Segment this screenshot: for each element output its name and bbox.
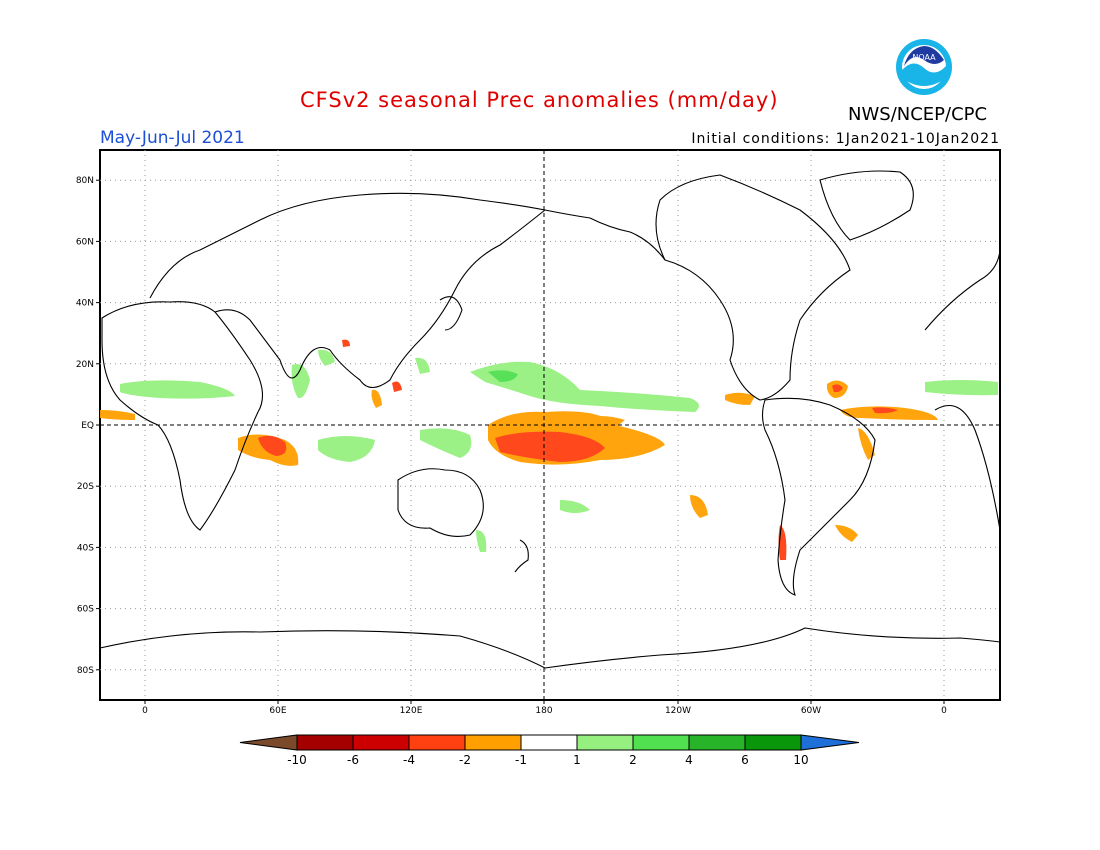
wet-anomaly-africa-sahel: [120, 380, 235, 399]
coast-australia: [397, 468, 484, 537]
initial-conditions-label: Initial conditions: 1Jan2021-10Jan2021: [691, 131, 1000, 147]
colorbar-box: [352, 734, 410, 751]
lon-tick-label: 120E: [400, 706, 423, 716]
coast-europe-right: [924, 249, 1001, 331]
noaa-logo: NOAA: [896, 39, 952, 95]
colorbar-label: -4: [403, 753, 415, 767]
colorbar-box: [296, 734, 354, 751]
colorbar-label: 4: [685, 753, 693, 767]
colorbar-label: 10: [793, 753, 808, 767]
wet-anomaly-west-pacific-inner: [488, 370, 518, 382]
dry-anomaly-indochina: [371, 389, 382, 408]
colorbar-label: 1: [573, 753, 581, 767]
colorbar-box: [744, 734, 802, 751]
wet-anomaly-arabian-sea: [291, 364, 310, 399]
coast-south-america: [761, 397, 876, 596]
strong-dry-anomaly-caribbean: [832, 384, 843, 393]
strong-dry-anomaly-central-pacific: [495, 431, 605, 462]
colorbar-box: [408, 734, 466, 751]
coast-greenland: [819, 170, 914, 241]
dry-anomaly-bay-of-bengal: [342, 339, 350, 347]
wet-anomaly-new-zealand: [476, 530, 487, 552]
lat-tick-label: 40S: [77, 543, 94, 553]
lat-tick-label: 80S: [77, 666, 94, 676]
logo-text: NOAA: [912, 53, 936, 62]
colorbar-box: [576, 734, 634, 751]
colorbar-box: [688, 734, 746, 751]
wet-anomaly-atlantic-north: [925, 380, 998, 396]
coast-japan: [439, 296, 463, 331]
wet-anomaly-philippines: [415, 357, 430, 374]
coast-new-zealand: [514, 539, 529, 573]
lat-tick-label: EQ: [81, 421, 94, 431]
lon-tick-label: 60W: [801, 706, 821, 716]
wet-anomaly-indian-ocean-south: [318, 436, 375, 462]
lon-tick-label: 180: [535, 706, 552, 716]
lon-tick-label: 0: [941, 706, 947, 716]
coastlines: [99, 170, 1001, 669]
coast-north-america: [655, 174, 851, 401]
colorbar-box: [464, 734, 522, 751]
coast-africa: [101, 301, 264, 531]
colorbar-label: -1: [515, 753, 527, 767]
coast-europe-asia: [149, 192, 666, 389]
colorbar-label: 2: [629, 753, 637, 767]
wet-anomaly-bay-of-bengal: [318, 349, 335, 366]
season-label: May-Jun-Jul 2021: [100, 128, 245, 148]
lon-tick-label: 120W: [665, 706, 691, 716]
colorbar-arrow-left: [239, 734, 298, 751]
colorbar-label: 6: [741, 753, 749, 767]
lon-tick-label: 60E: [269, 706, 286, 716]
coast-africa-right: [934, 405, 1001, 531]
coast-antarctica: [99, 627, 1001, 669]
colorbar-box: [520, 734, 578, 751]
chart-title: CFSv2 seasonal Prec anomalies (mm/day): [300, 88, 779, 112]
lat-tick-label: 60S: [77, 605, 94, 615]
dry-anomaly-south-china-sea: [392, 381, 402, 392]
dry-anomaly-east-pacific: [725, 392, 755, 405]
lat-tick-label: 60N: [76, 237, 94, 247]
strong-dry-anomaly-indian-ocean: [258, 435, 287, 456]
wet-anomaly-maritime-continent: [420, 428, 472, 458]
axis-tick-labels: 80N 60N 40N 20N EQ 20S 40S 60S 80S 0 60E 120E 180 120…: [76, 176, 947, 716]
colorbar-label: -6: [347, 753, 359, 767]
lat-tick-label: 20N: [76, 360, 94, 370]
colorbar-label: -2: [459, 753, 471, 767]
colorbar-label: -10: [287, 753, 307, 767]
strong-dry-anomaly-atlantic: [872, 407, 898, 414]
colorbar-arrow-right: [800, 734, 860, 751]
colorbar-box: [632, 734, 690, 751]
wet-anomaly-south-pacific: [560, 500, 590, 513]
dry-anomaly-south-atlantic: [835, 525, 858, 542]
dry-anomaly-south-america: [858, 428, 875, 460]
agency-label: NWS/NCEP/CPC: [848, 104, 988, 125]
colorbar: -10 -6 -4 -2 -1 1 2 4 6 10: [239, 734, 860, 767]
wet-anomaly-west-pacific: [470, 361, 699, 412]
anomaly-regions: [100, 339, 998, 560]
lon-tick-label: 0: [142, 706, 148, 716]
dry-anomaly-west-africa: [100, 410, 135, 420]
lat-tick-label: 20S: [77, 482, 94, 492]
dry-anomaly-south-pacific: [690, 495, 708, 518]
lat-tick-label: 40N: [76, 299, 94, 309]
lat-tick-label: 80N: [76, 176, 94, 186]
dry-anomaly-atlantic: [840, 406, 938, 420]
